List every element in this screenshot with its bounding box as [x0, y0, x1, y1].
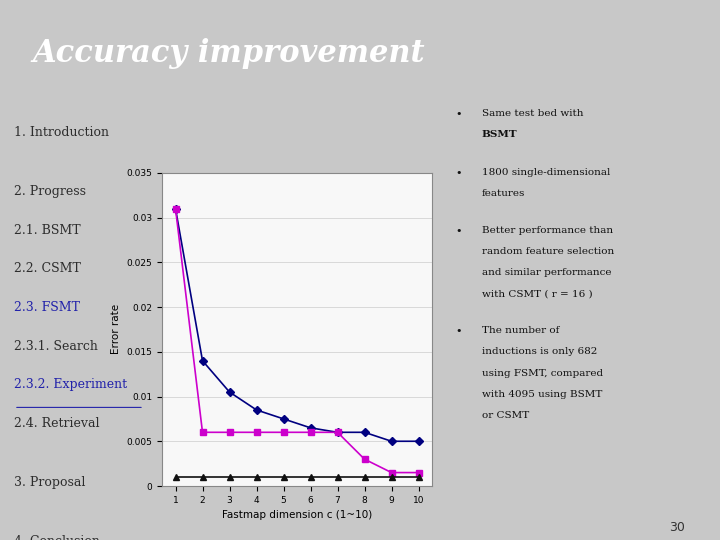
Text: 1800 single-dimensional: 1800 single-dimensional — [482, 167, 610, 177]
Text: 2.4. Retrieval: 2.4. Retrieval — [14, 417, 99, 430]
Text: and similar performance: and similar performance — [482, 268, 611, 277]
Text: 2.2. CSMT: 2.2. CSMT — [14, 262, 81, 275]
Text: 2.3.1. Search: 2.3.1. Search — [14, 340, 98, 353]
Text: using FSMT, compared: using FSMT, compared — [482, 368, 603, 377]
Text: Same test bed with: Same test bed with — [482, 109, 583, 118]
Text: 30: 30 — [669, 521, 685, 534]
Text: 2.3.2. Experiment: 2.3.2. Experiment — [14, 379, 127, 392]
X-axis label: Fastmap dimension c (1~10): Fastmap dimension c (1~10) — [222, 510, 372, 520]
Text: •: • — [455, 109, 462, 119]
Text: 1. Introduction: 1. Introduction — [14, 126, 109, 139]
Text: •: • — [455, 167, 462, 178]
Text: Better performance than: Better performance than — [482, 226, 613, 235]
Text: 3. Proposal: 3. Proposal — [14, 476, 85, 489]
Text: 2.1. BSMT: 2.1. BSMT — [14, 224, 81, 237]
Text: BSMT: BSMT — [482, 131, 517, 139]
Text: with CSMT ( r = 16 ): with CSMT ( r = 16 ) — [482, 289, 592, 298]
Text: inductions is only 682: inductions is only 682 — [482, 348, 597, 356]
Y-axis label: Error rate: Error rate — [111, 305, 121, 354]
Text: Accuracy improvement: Accuracy improvement — [32, 38, 425, 69]
Text: 2.3. FSMT: 2.3. FSMT — [14, 301, 80, 314]
Text: The number of: The number of — [482, 326, 559, 335]
Text: with 4095 using BSMT: with 4095 using BSMT — [482, 390, 602, 399]
Text: features: features — [482, 189, 525, 198]
Text: 2. Progress: 2. Progress — [14, 185, 86, 198]
Text: or CSMT: or CSMT — [482, 410, 528, 420]
Text: •: • — [455, 326, 462, 336]
Text: 4. Conclusion: 4. Conclusion — [14, 535, 100, 540]
Text: •: • — [455, 226, 462, 236]
Text: random feature selection: random feature selection — [482, 247, 613, 256]
